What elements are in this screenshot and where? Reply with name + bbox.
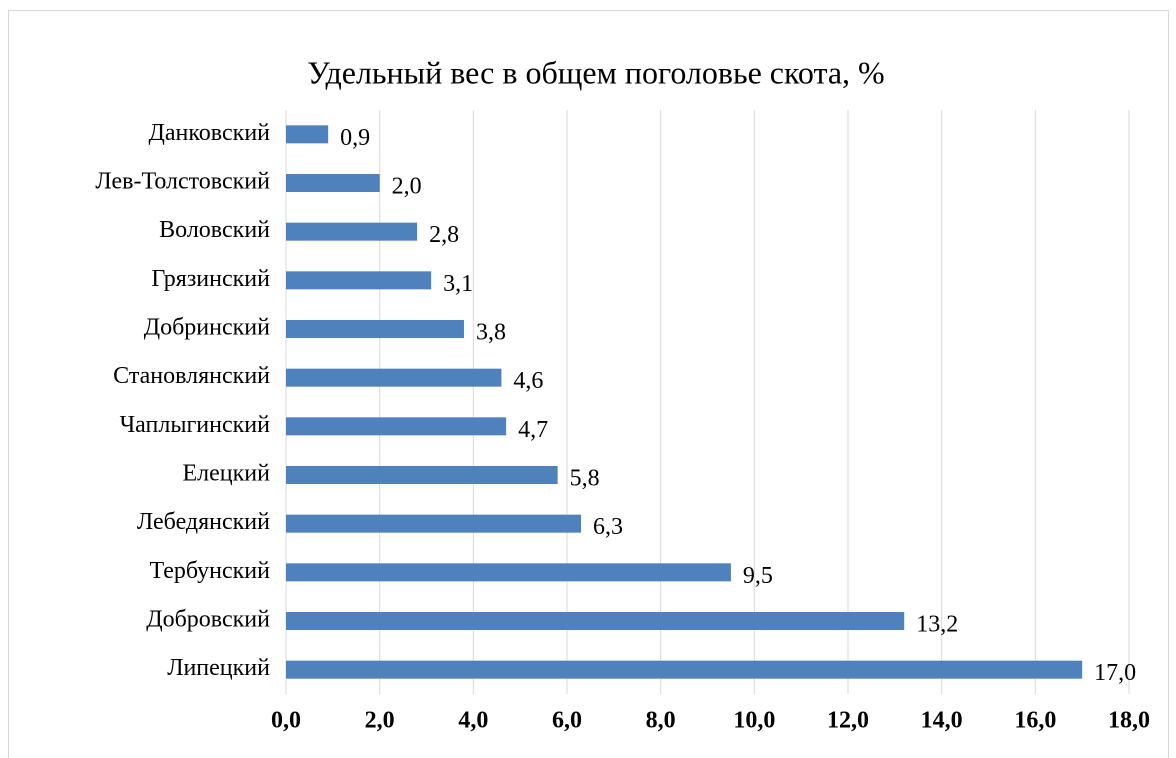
y-tick-label: Елецкий	[183, 461, 271, 487]
y-tick-label: Чаплыгинский	[120, 412, 271, 438]
value-label: 3,1	[443, 271, 473, 297]
y-tick-label: Добровский	[146, 607, 270, 633]
value-label: 5,8	[570, 466, 600, 492]
y-tick-label: Липецкий	[167, 655, 270, 681]
value-label: 3,8	[476, 320, 506, 346]
bar	[286, 125, 329, 144]
x-tick-label: 4,0	[458, 708, 488, 734]
y-tick-label: Грязинский	[151, 266, 270, 292]
bar	[286, 660, 1083, 679]
y-tick-label: Добринский	[144, 315, 270, 341]
y-tick-label: Данковский	[149, 120, 271, 146]
x-tick-label: 14,0	[921, 708, 963, 734]
value-label: 4,7	[518, 417, 548, 443]
y-tick-label: Тербунский	[149, 558, 270, 584]
value-label: 2,8	[429, 222, 459, 248]
bar	[286, 271, 432, 290]
x-tick-label: 0,0	[271, 708, 301, 734]
value-label: 13,2	[916, 612, 958, 638]
value-label: 2,0	[392, 174, 422, 200]
y-tick-label: Лебедянский	[137, 509, 270, 535]
x-tick-label: 16,0	[1014, 708, 1056, 734]
bar	[286, 514, 582, 533]
bar	[286, 368, 502, 387]
x-tick-label: 18,0	[1108, 708, 1150, 734]
bar	[286, 222, 418, 241]
bar	[286, 417, 507, 436]
value-label: 9,5	[743, 563, 773, 589]
value-label: 4,6	[513, 368, 543, 394]
bar	[286, 174, 380, 192]
bar	[286, 466, 558, 484]
bar	[286, 563, 731, 582]
x-tick-label: 12,0	[827, 708, 869, 734]
x-tick-label: 2,0	[365, 708, 395, 734]
y-tick-label: Воловский	[159, 217, 270, 243]
x-tick-label: 10,0	[733, 708, 775, 734]
bar	[286, 612, 905, 630]
y-tick-label: Лев-Толстовский	[95, 169, 270, 195]
value-label: 0,9	[340, 125, 370, 151]
chart-frame	[8, 10, 1169, 758]
x-tick-label: 6,0	[552, 708, 582, 734]
value-label: 17,0	[1094, 660, 1136, 686]
y-tick-label: Становлянский	[113, 363, 270, 389]
chart-title: Удельный вес в общем поголовье скота, %	[307, 54, 884, 90]
value-label: 6,3	[593, 514, 623, 540]
bar	[286, 320, 464, 338]
x-tick-label: 8,0	[646, 708, 676, 734]
